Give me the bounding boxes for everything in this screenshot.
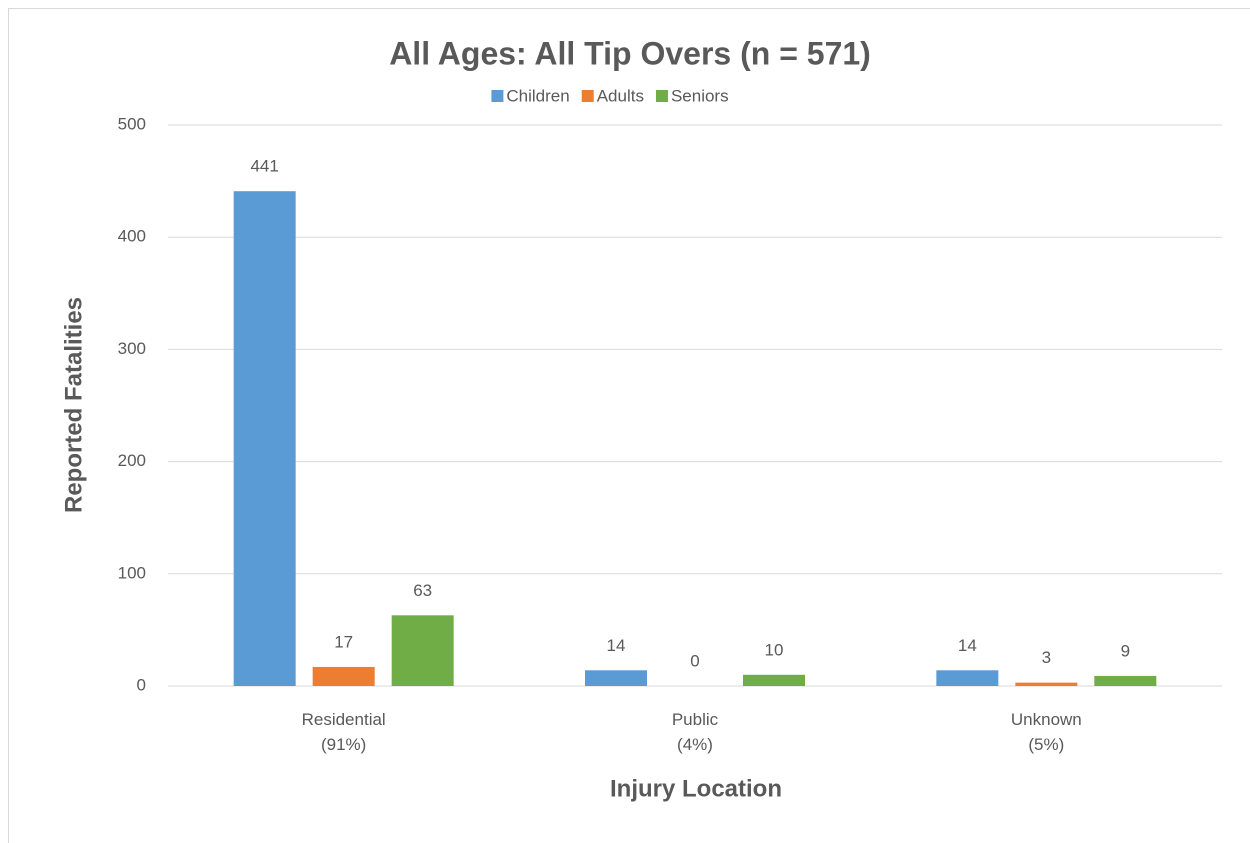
y-tick-label: 100 [118, 563, 146, 582]
data-label: 3 [1042, 648, 1051, 667]
chart-border [8, 8, 1250, 843]
x-tick-label: Residential (91%) [301, 710, 386, 754]
x-tick-label: Public (4%) [671, 710, 719, 754]
bar [233, 191, 296, 686]
x-axis-title: Injury Location [610, 775, 782, 802]
y-tick-label: 200 [118, 451, 146, 470]
data-label: 14 [958, 636, 977, 655]
legend-swatch [581, 90, 594, 102]
y-axis-title: Reported Fatalities [60, 297, 87, 513]
y-tick-label: 500 [118, 114, 146, 133]
data-label: 10 [765, 640, 784, 659]
y-tick-label: 300 [118, 339, 146, 358]
x-tick-label: Unknown (5%) [1010, 710, 1082, 754]
data-label: 9 [1121, 641, 1130, 660]
y-tick-label: 400 [118, 227, 146, 246]
bar [312, 666, 375, 686]
legend-label: Children [506, 86, 569, 105]
bar [936, 670, 999, 686]
data-label: 0 [690, 651, 699, 670]
legend-swatch [491, 90, 504, 102]
data-label: 17 [334, 632, 353, 651]
legend-label: Seniors [671, 86, 729, 105]
y-tick-label: 0 [137, 675, 146, 694]
legend-swatch [655, 90, 668, 102]
bar [743, 674, 805, 686]
data-label: 14 [607, 636, 626, 655]
bar [585, 670, 647, 686]
data-label: 441 [250, 157, 278, 176]
data-label: 63 [413, 581, 432, 600]
chart-title: All Ages: All Tip Overs (n = 571) [389, 35, 871, 71]
bar [1094, 675, 1157, 686]
legend-label: Adults [597, 86, 644, 105]
bar [391, 615, 454, 686]
bar [1015, 682, 1078, 686]
